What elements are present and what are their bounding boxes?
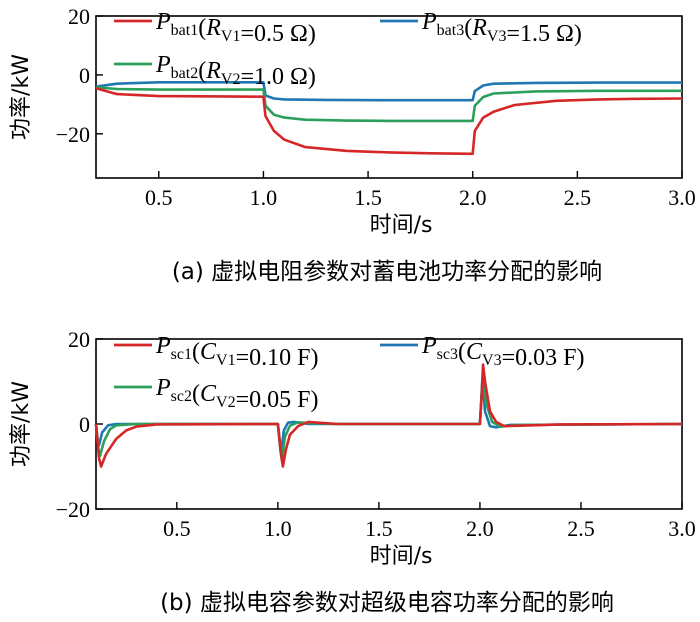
y-tick-label: 20 xyxy=(68,327,90,352)
x-tick-label: 2.0 xyxy=(459,185,487,210)
legend-label-part: P xyxy=(421,9,437,35)
y-tick-label: −20 xyxy=(56,122,90,147)
legend-label-part: sc1 xyxy=(171,346,192,363)
legend-label-part: sc2 xyxy=(171,388,192,405)
legend-entry-sc1: Psc1(CV1=0.10 F) xyxy=(114,333,318,371)
legend-label-part: =1.5 Ω) xyxy=(506,21,581,47)
legend-label-part: ( xyxy=(198,15,206,41)
series-line-bat2 xyxy=(95,86,682,123)
legend-label-part: V3 xyxy=(487,28,507,45)
y-tick-label: −20 xyxy=(56,497,90,522)
y-axis-label: 功率/kW xyxy=(9,54,34,140)
legend-label-part: =1.0 Ω) xyxy=(240,64,315,90)
x-tick-label: 1.5 xyxy=(354,185,382,210)
x-tick-label: 1.5 xyxy=(365,516,393,541)
y-tick-label: 0 xyxy=(79,63,90,88)
x-tick-label: 2.5 xyxy=(567,516,595,541)
legend-label-part: =0.5 Ω) xyxy=(240,21,315,47)
legend-label: Pbat3(RV3=1.5 Ω) xyxy=(421,9,582,47)
legend-label: Psc2(CV2=0.05 F) xyxy=(155,375,318,413)
y-tick-label: 20 xyxy=(68,4,90,29)
legend-label-part: R xyxy=(205,15,221,41)
legend-entry-bat2: Pbat2(RV2=1.0 Ω) xyxy=(114,52,316,90)
y-tick-label: 0 xyxy=(79,412,90,437)
legend-label: Psc1(CV1=0.10 F) xyxy=(155,333,318,371)
panel-caption: (a) 虚拟电阻参数对蓄电池功率分配的影响 xyxy=(172,259,602,285)
series-line-sc2 xyxy=(94,371,683,462)
legend-label: Pbat2(RV2=1.0 Ω) xyxy=(155,52,316,90)
legend-label-part: C xyxy=(200,381,217,407)
legend-label-part: ( xyxy=(464,15,472,41)
legend-label-part: =0.03 F) xyxy=(502,345,585,371)
legend-label-part: ( xyxy=(192,381,200,407)
legend-label-part: C xyxy=(200,339,217,365)
series-line-bat1 xyxy=(95,86,683,156)
legend-label-part: =0.10 F) xyxy=(236,345,319,371)
panel-caption: (b) 虚拟电容参数对超级电容功率分配的影响 xyxy=(160,590,614,616)
x-tick-label: 3.0 xyxy=(668,185,696,210)
legend-label-part: P xyxy=(155,9,171,35)
legend-label-part: P xyxy=(155,52,171,78)
x-tick-label: 2.0 xyxy=(466,516,494,541)
legend-entry-sc3: Psc3(CV3=0.03 F) xyxy=(380,333,584,371)
legend-label-part: ( xyxy=(458,339,466,365)
legend-label-part: ( xyxy=(198,58,206,84)
legend-entry-bat3: Pbat3(RV3=1.5 Ω) xyxy=(380,9,582,47)
series-line-bat3 xyxy=(95,81,682,102)
x-tick-label: 0.5 xyxy=(163,516,191,541)
x-tick-label: 3.0 xyxy=(668,516,696,541)
legend-label-part: C xyxy=(466,339,483,365)
x-tick-label: 1.0 xyxy=(264,516,292,541)
legend-label-part: =0.05 F) xyxy=(236,387,319,413)
legend-entry-sc2: Psc2(CV2=0.05 F) xyxy=(114,375,318,413)
x-axis-label: 时间/s xyxy=(370,544,433,569)
plot-frame xyxy=(95,15,683,179)
legend-label-part: R xyxy=(471,15,487,41)
legend-label-part: P xyxy=(155,375,171,401)
legend-label-part: bat1 xyxy=(171,22,199,39)
legend-label-part: P xyxy=(155,333,171,359)
legend-label-part: bat2 xyxy=(171,65,199,82)
legend-label-part: R xyxy=(205,58,221,84)
x-tick-label: 1.0 xyxy=(250,185,278,210)
legend-label-part: bat3 xyxy=(437,22,465,39)
legend-label-part: V1 xyxy=(221,28,241,45)
legend-label-part: sc3 xyxy=(437,346,458,363)
legend-label-part: V1 xyxy=(216,352,236,369)
legend-entry-bat1: Pbat1(RV1=0.5 Ω) xyxy=(114,9,316,47)
legend-label-part: V2 xyxy=(221,71,241,88)
legend-label-part: ( xyxy=(192,339,200,365)
x-axis-label: 时间/s xyxy=(370,213,433,238)
legend-label: Psc3(CV3=0.03 F) xyxy=(421,333,584,371)
legend-label-part: V2 xyxy=(216,394,236,411)
legend-label: Pbat1(RV1=0.5 Ω) xyxy=(155,9,316,47)
x-tick-label: 2.5 xyxy=(564,185,592,210)
x-tick-label: 0.5 xyxy=(145,185,173,210)
legend-label-part: P xyxy=(421,333,437,359)
series-line-sc1 xyxy=(94,363,683,468)
legend-label-part: V3 xyxy=(482,352,502,369)
y-axis-label: 功率/kW xyxy=(9,381,34,467)
series-line-sc3 xyxy=(94,375,683,456)
